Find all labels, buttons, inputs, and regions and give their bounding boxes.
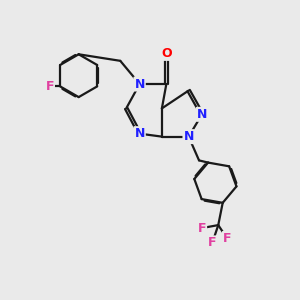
Text: N: N	[134, 77, 145, 91]
Text: N: N	[134, 127, 145, 140]
Text: F: F	[208, 236, 217, 249]
Text: F: F	[223, 232, 231, 245]
Text: F: F	[198, 222, 206, 235]
Text: N: N	[184, 130, 194, 143]
Text: F: F	[46, 80, 54, 93]
Text: N: N	[197, 108, 207, 121]
Text: O: O	[161, 47, 172, 60]
